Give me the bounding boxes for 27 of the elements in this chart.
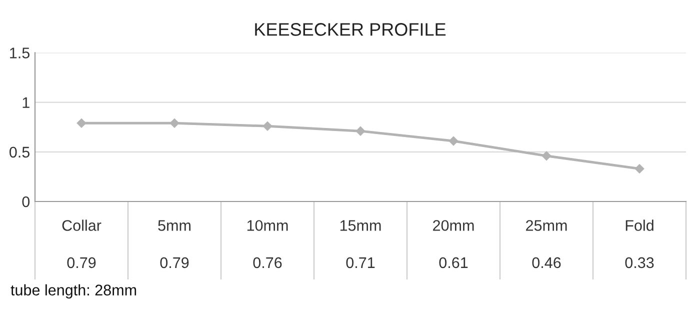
data-label: 0.76 xyxy=(253,257,282,268)
chart-title: KEESECKER PROFILE xyxy=(255,23,446,36)
y-tick-label: 1 xyxy=(22,97,30,108)
text: tube length: 28mm xyxy=(10,284,136,299)
data-label: 0.79 xyxy=(160,257,189,268)
x-tick-label: 5mm xyxy=(158,220,190,231)
data-label: 0.79 xyxy=(67,257,96,268)
data-label: 0.46 xyxy=(532,257,561,268)
y-tick-label: 0 xyxy=(22,196,30,208)
x-tick-label: 25mm xyxy=(526,220,567,231)
point xyxy=(448,136,458,146)
point xyxy=(542,151,552,160)
point xyxy=(356,126,366,136)
y-tick-label: 0.5 xyxy=(10,146,30,158)
point xyxy=(262,121,272,131)
x-tick-label: Collar xyxy=(62,220,102,231)
x-tick-label: Fold xyxy=(626,220,654,231)
x-tick-label: 10mm xyxy=(247,220,288,231)
x-tick-label: 15mm xyxy=(340,220,381,231)
point xyxy=(76,118,86,128)
point xyxy=(634,164,644,174)
x-tick-label: 20mm xyxy=(433,220,474,231)
data-label: 0.61 xyxy=(439,257,468,268)
data-label: 0.71 xyxy=(346,257,375,268)
point xyxy=(170,118,180,128)
y-tick-label: 1.5 xyxy=(10,48,30,58)
data-label: 0.33 xyxy=(625,257,654,268)
